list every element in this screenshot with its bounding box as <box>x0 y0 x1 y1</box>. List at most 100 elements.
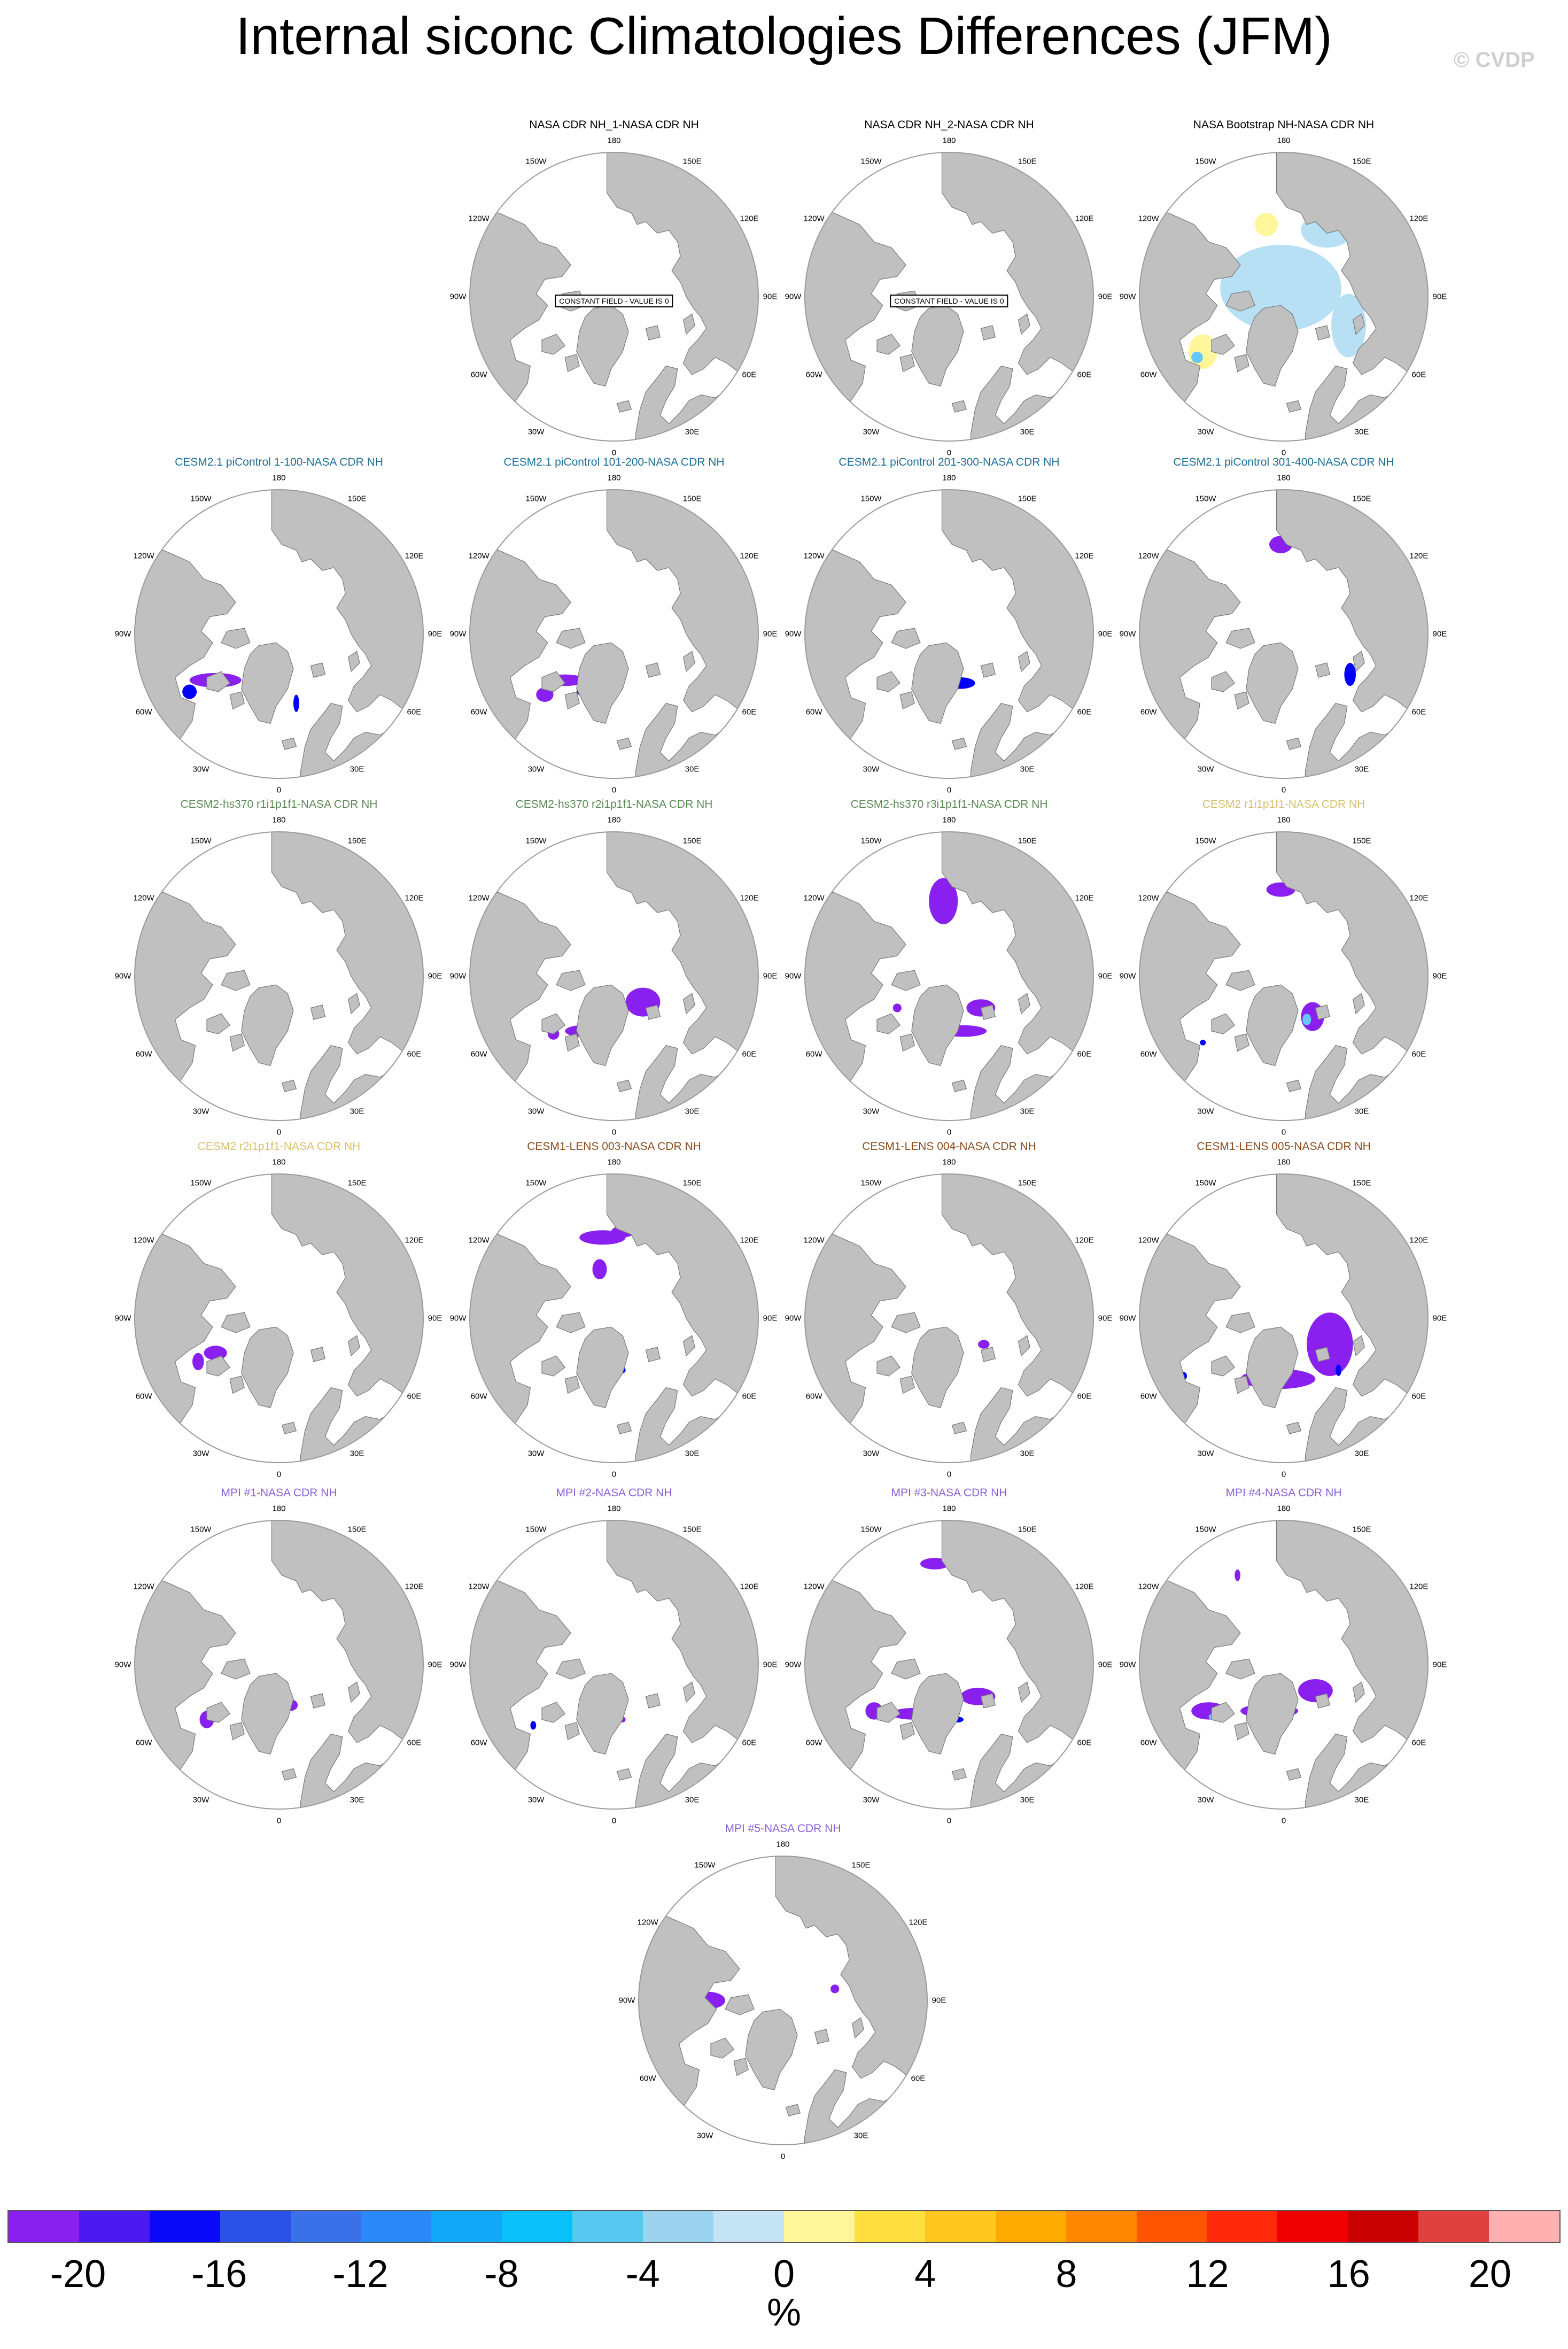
longitude-label: 60W <box>135 1738 152 1748</box>
longitude-label: 30E <box>350 1107 364 1116</box>
colorbar-swatch <box>1136 2211 1207 2242</box>
map-panel <box>1139 489 1429 779</box>
longitude-label: 60E <box>742 370 757 380</box>
panel-title: CESM1-LENS 005-NASA CDR NH <box>1197 1140 1371 1153</box>
longitude-label: 150E <box>1018 836 1037 846</box>
anomaly-patch <box>1344 663 1356 686</box>
panel-title: MPI #5-NASA CDR NH <box>725 1822 841 1835</box>
map-panel <box>638 1856 928 2145</box>
longitude-label: 90E <box>763 629 778 639</box>
longitude-label: 120E <box>740 1582 759 1591</box>
longitude-label: 120W <box>637 1918 658 1927</box>
longitude-label: 30E <box>1354 427 1369 437</box>
longitude-label: 30E <box>350 1795 364 1805</box>
longitude-label: 30E <box>685 427 700 437</box>
colorbar-swatch <box>79 2211 150 2242</box>
colorbar-swatch <box>502 2211 573 2242</box>
longitude-label: 30E <box>685 1795 700 1805</box>
longitude-label: 60W <box>805 1392 822 1401</box>
main-title: Internal siconc Climatologies Difference… <box>236 6 1332 65</box>
longitude-label: 90E <box>1098 292 1113 302</box>
longitude-label: 30W <box>696 2131 713 2141</box>
longitude-label: 30W <box>863 1449 880 1458</box>
longitude-label: 0 <box>276 785 282 795</box>
longitude-label: 150W <box>190 1525 212 1534</box>
anomaly-patch <box>536 687 554 702</box>
anomaly-patch <box>1200 1039 1206 1046</box>
longitude-label: 120W <box>803 551 825 561</box>
longitude-label: 90W <box>1119 292 1136 302</box>
panel-title: NASA CDR NH_2-NASA CDR NH <box>864 119 1034 131</box>
longitude-label: 60W <box>470 1392 487 1401</box>
longitude-label: 180 <box>607 815 621 825</box>
longitude-label: 150W <box>860 836 882 846</box>
map-border <box>804 1173 1094 1463</box>
panel-title: CESM2.1 piControl 1-100-NASA CDR NH <box>175 456 383 468</box>
longitude-label: 60E <box>407 1049 422 1059</box>
map-panel <box>134 831 424 1121</box>
longitude-label: 30E <box>1354 1107 1369 1116</box>
colorbar-tick-label: -8 <box>484 2253 519 2296</box>
longitude-label: 60E <box>1077 1049 1092 1059</box>
map-border <box>804 152 1094 442</box>
longitude-label: 30W <box>863 427 880 437</box>
longitude-label: 0 <box>1281 785 1286 795</box>
longitude-label: 180 <box>607 1504 621 1513</box>
map-panel <box>134 1173 424 1463</box>
longitude-label: 150E <box>1352 1525 1371 1534</box>
longitude-label: 120E <box>405 893 424 903</box>
longitude-label: 120W <box>468 1582 490 1591</box>
longitude-label: 150E <box>1018 1525 1037 1534</box>
map-panel <box>804 1520 1094 1810</box>
longitude-label: 150W <box>525 1525 547 1534</box>
map-border <box>638 1856 928 2145</box>
colorbar <box>7 2210 1561 2243</box>
longitude-label: 180 <box>607 473 621 483</box>
longitude-label: 90E <box>1098 971 1113 981</box>
longitude-label: 120E <box>1409 1582 1429 1591</box>
longitude-label: 120E <box>740 551 759 561</box>
longitude-label: 90E <box>428 971 443 981</box>
colorbar-tick-label: 12 <box>1186 2253 1229 2296</box>
anomaly-patch <box>1302 1014 1311 1025</box>
longitude-label: 90W <box>449 1660 467 1670</box>
longitude-label: 90W <box>449 629 467 639</box>
longitude-label: 60W <box>1140 1392 1157 1401</box>
panel-title: CESM2-hs370 r2i1p1f1-NASA CDR NH <box>515 798 713 810</box>
longitude-label: 90W <box>618 1996 635 2005</box>
anomaly-patch <box>1235 1569 1241 1581</box>
longitude-label: 180 <box>942 473 956 483</box>
longitude-label: 60E <box>1077 1738 1092 1748</box>
map-panel <box>1139 152 1429 442</box>
longitude-label: 90E <box>1432 971 1447 981</box>
longitude-label: 120W <box>1138 214 1159 223</box>
longitude-label: 30W <box>527 1795 545 1805</box>
longitude-label: 120E <box>1075 551 1094 561</box>
longitude-label: 120E <box>1409 893 1429 903</box>
longitude-label: 150E <box>1018 494 1037 504</box>
map-border <box>469 1520 759 1810</box>
map-panel <box>804 831 1094 1121</box>
longitude-label: 30E <box>1020 1795 1035 1805</box>
panel-title: MPI #3-NASA CDR NH <box>891 1487 1007 1499</box>
longitude-label: 90W <box>785 971 802 981</box>
longitude-label: 150W <box>525 836 547 846</box>
longitude-label: 120E <box>740 893 759 903</box>
longitude-label: 0 <box>276 1816 282 1826</box>
longitude-label: 90E <box>1432 1313 1447 1323</box>
longitude-label: 90W <box>785 1313 802 1323</box>
longitude-label: 60W <box>470 707 487 717</box>
colorbar-tick-label: -12 <box>332 2253 389 2296</box>
longitude-label: 150E <box>1018 1178 1037 1188</box>
longitude-label: 30E <box>350 764 364 774</box>
longitude-label: 30W <box>1197 1107 1214 1116</box>
colorbar-swatch <box>1418 2211 1489 2242</box>
map-panel <box>134 1520 424 1810</box>
colorbar-tick-label: -4 <box>625 2253 660 2296</box>
longitude-label: 0 <box>946 1127 952 1137</box>
longitude-label: 30W <box>1197 1795 1214 1805</box>
longitude-label: 30W <box>192 1449 209 1458</box>
colorbar-tick-label: 0 <box>773 2253 795 2296</box>
anomaly-patch <box>182 684 197 699</box>
colorbar-swatch <box>361 2211 432 2242</box>
